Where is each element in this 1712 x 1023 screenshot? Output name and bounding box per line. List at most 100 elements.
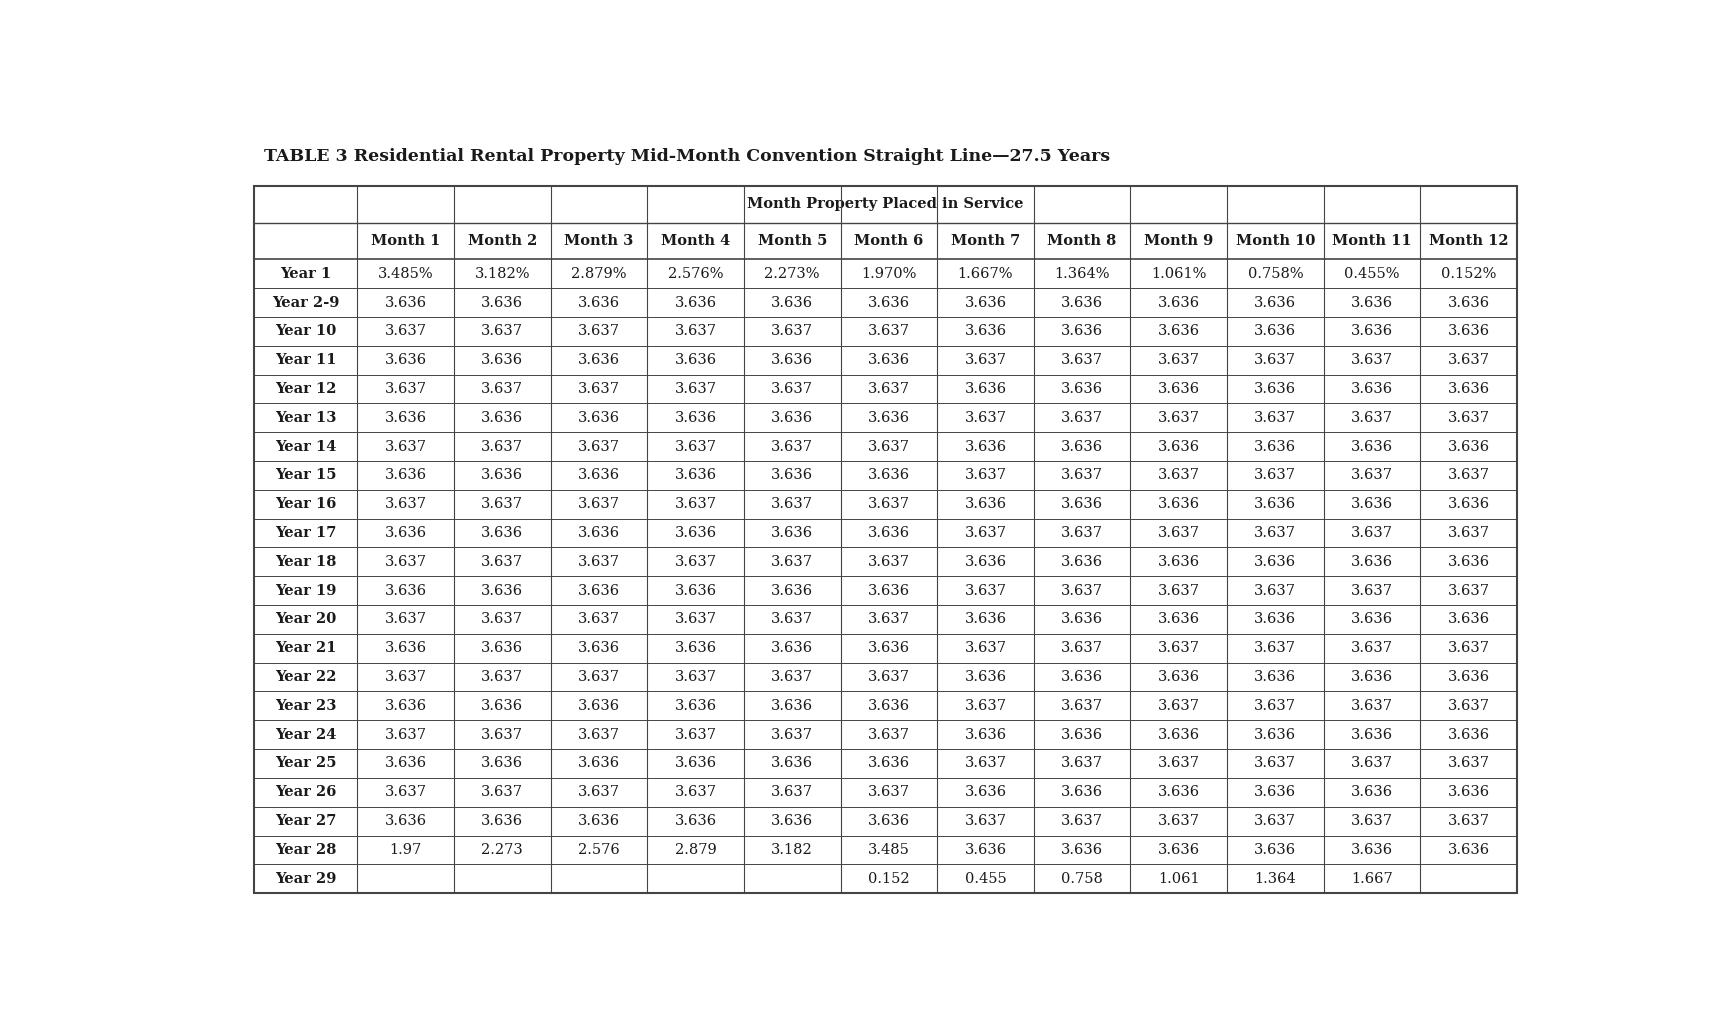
- Text: 2.273%: 2.273%: [765, 267, 820, 280]
- Text: 3.637: 3.637: [675, 613, 717, 626]
- Text: 3.636: 3.636: [868, 584, 909, 597]
- Text: 3.636: 3.636: [1255, 554, 1296, 569]
- Text: 3.637: 3.637: [579, 554, 620, 569]
- Text: 3.637: 3.637: [1448, 411, 1489, 425]
- Text: 3.637: 3.637: [1351, 526, 1394, 540]
- Text: 3.636: 3.636: [1061, 440, 1103, 453]
- Text: 3.636: 3.636: [964, 296, 1007, 310]
- Text: 3.637: 3.637: [1061, 353, 1103, 367]
- Text: 3.636: 3.636: [868, 526, 909, 540]
- Text: 3.636: 3.636: [579, 296, 620, 310]
- Text: 2.576: 2.576: [579, 843, 620, 857]
- Text: 3.637: 3.637: [1157, 584, 1200, 597]
- Text: 3.636: 3.636: [385, 526, 426, 540]
- Text: 1.061%: 1.061%: [1150, 267, 1207, 280]
- Text: 3.637: 3.637: [1351, 756, 1394, 770]
- Text: 3.636: 3.636: [1061, 296, 1103, 310]
- Text: 3.637: 3.637: [770, 670, 813, 684]
- Text: 3.636: 3.636: [964, 670, 1007, 684]
- Text: 3.637: 3.637: [481, 382, 524, 396]
- Text: 3.636: 3.636: [1448, 727, 1489, 742]
- Text: 3.637: 3.637: [770, 786, 813, 799]
- Text: 3.636: 3.636: [1448, 440, 1489, 453]
- Text: 1.061: 1.061: [1157, 872, 1200, 886]
- Text: 3.637: 3.637: [770, 324, 813, 339]
- Text: 3.636: 3.636: [385, 469, 426, 483]
- Text: 0.455: 0.455: [964, 872, 1007, 886]
- Text: 1.667%: 1.667%: [957, 267, 1014, 280]
- Text: 3.637: 3.637: [1351, 469, 1394, 483]
- Text: 3.636: 3.636: [770, 469, 813, 483]
- Text: 3.637: 3.637: [579, 382, 620, 396]
- Text: 3.637: 3.637: [481, 613, 524, 626]
- Text: 0.152%: 0.152%: [1442, 267, 1496, 280]
- Text: Month Property Placed in Service: Month Property Placed in Service: [746, 197, 1024, 211]
- Text: 3.637: 3.637: [481, 497, 524, 512]
- Text: 3.637: 3.637: [1448, 756, 1489, 770]
- Text: 3.637: 3.637: [1255, 353, 1296, 367]
- Text: 3.637: 3.637: [385, 786, 426, 799]
- Text: 3.636: 3.636: [1351, 727, 1394, 742]
- Text: 2.576%: 2.576%: [668, 267, 724, 280]
- Text: 3.636: 3.636: [964, 324, 1007, 339]
- Text: 3.636: 3.636: [1351, 670, 1394, 684]
- Text: Month 4: Month 4: [661, 234, 731, 248]
- Text: 3.636: 3.636: [770, 353, 813, 367]
- Text: Year 13: Year 13: [276, 411, 336, 425]
- Text: 3.636: 3.636: [385, 411, 426, 425]
- Text: 3.637: 3.637: [1157, 814, 1200, 828]
- Text: 3.637: 3.637: [1157, 411, 1200, 425]
- Text: 3.636: 3.636: [385, 641, 426, 656]
- Text: Month 11: Month 11: [1332, 234, 1412, 248]
- Text: 3.636: 3.636: [1448, 497, 1489, 512]
- Text: 3.637: 3.637: [1255, 756, 1296, 770]
- Text: Year 23: Year 23: [276, 699, 336, 713]
- Text: 3.636: 3.636: [579, 814, 620, 828]
- Text: 3.637: 3.637: [385, 382, 426, 396]
- Text: 3.637: 3.637: [675, 382, 717, 396]
- Text: 3.637: 3.637: [1448, 469, 1489, 483]
- Text: 3.636: 3.636: [964, 554, 1007, 569]
- Text: 3.637: 3.637: [868, 554, 909, 569]
- Text: 3.637: 3.637: [1351, 641, 1394, 656]
- Text: 3.636: 3.636: [770, 814, 813, 828]
- Text: 3.636: 3.636: [868, 411, 909, 425]
- Text: 3.636: 3.636: [675, 411, 717, 425]
- Text: 3.636: 3.636: [1448, 786, 1489, 799]
- Text: 3.637: 3.637: [1351, 411, 1394, 425]
- Text: 3.485%: 3.485%: [378, 267, 433, 280]
- Text: 3.636: 3.636: [1255, 670, 1296, 684]
- Text: 3.637: 3.637: [1351, 814, 1394, 828]
- Text: 3.636: 3.636: [1061, 324, 1103, 339]
- Text: 3.637: 3.637: [770, 554, 813, 569]
- Text: 3.637: 3.637: [1448, 353, 1489, 367]
- Text: 3.636: 3.636: [1351, 786, 1394, 799]
- Text: 3.637: 3.637: [770, 613, 813, 626]
- Text: 3.636: 3.636: [1448, 324, 1489, 339]
- Text: 3.636: 3.636: [1448, 296, 1489, 310]
- Text: 3.636: 3.636: [1351, 324, 1394, 339]
- Text: 3.637: 3.637: [1157, 641, 1200, 656]
- Text: 3.637: 3.637: [770, 440, 813, 453]
- Text: 3.637: 3.637: [675, 727, 717, 742]
- Text: 3.637: 3.637: [964, 353, 1007, 367]
- Text: 3.636: 3.636: [1157, 296, 1200, 310]
- Text: Year 24: Year 24: [276, 727, 336, 742]
- Text: 3.637: 3.637: [770, 497, 813, 512]
- Text: 3.637: 3.637: [964, 699, 1007, 713]
- Text: 1.364%: 1.364%: [1055, 267, 1109, 280]
- Text: 3.636: 3.636: [481, 469, 524, 483]
- Text: 3.636: 3.636: [1061, 497, 1103, 512]
- Text: 3.636: 3.636: [481, 296, 524, 310]
- Text: 3.637: 3.637: [1061, 756, 1103, 770]
- Text: 3.636: 3.636: [1351, 382, 1394, 396]
- Text: 3.636: 3.636: [675, 296, 717, 310]
- Text: 3.637: 3.637: [385, 324, 426, 339]
- Text: 3.636: 3.636: [1061, 613, 1103, 626]
- Text: 3.637: 3.637: [481, 727, 524, 742]
- Text: 3.636: 3.636: [1255, 382, 1296, 396]
- Text: 3.636: 3.636: [1255, 786, 1296, 799]
- Text: 3.637: 3.637: [385, 727, 426, 742]
- Text: 1.364: 1.364: [1255, 872, 1296, 886]
- Text: 3.637: 3.637: [1255, 814, 1296, 828]
